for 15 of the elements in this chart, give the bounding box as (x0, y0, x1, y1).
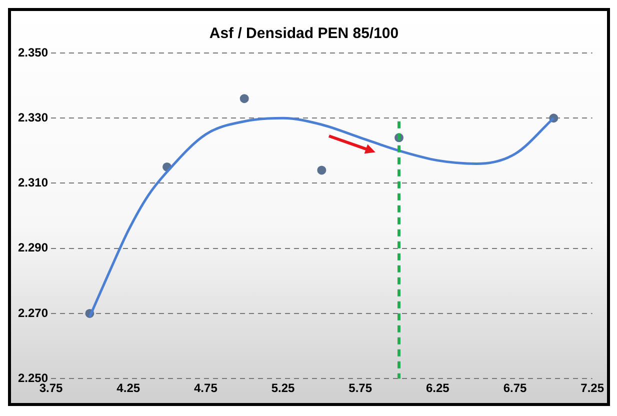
point (317, 166, 326, 175)
y-tick-label: 2.330 (18, 110, 48, 124)
x-tick-label: 4.75 (194, 381, 218, 396)
x-tick-label: 7.25 (580, 381, 604, 396)
x-tick-label: 4.25 (116, 381, 140, 396)
x-tick-label: 5.25 (271, 381, 296, 396)
x-tick-label: 6.25 (426, 381, 450, 396)
y-tick-label: 2.310 (18, 176, 48, 190)
y-tick-label: 2.290 (18, 240, 48, 255)
x-tick-label: 5.75 (348, 381, 372, 396)
y-tick-label: 2.350 (18, 45, 48, 60)
y-tick-label: 2.270 (18, 306, 48, 320)
x-tick-label: 6.75 (503, 381, 527, 396)
chart-title: Asf / Densidad PEN 85/100 (209, 25, 399, 42)
point (240, 94, 249, 104)
